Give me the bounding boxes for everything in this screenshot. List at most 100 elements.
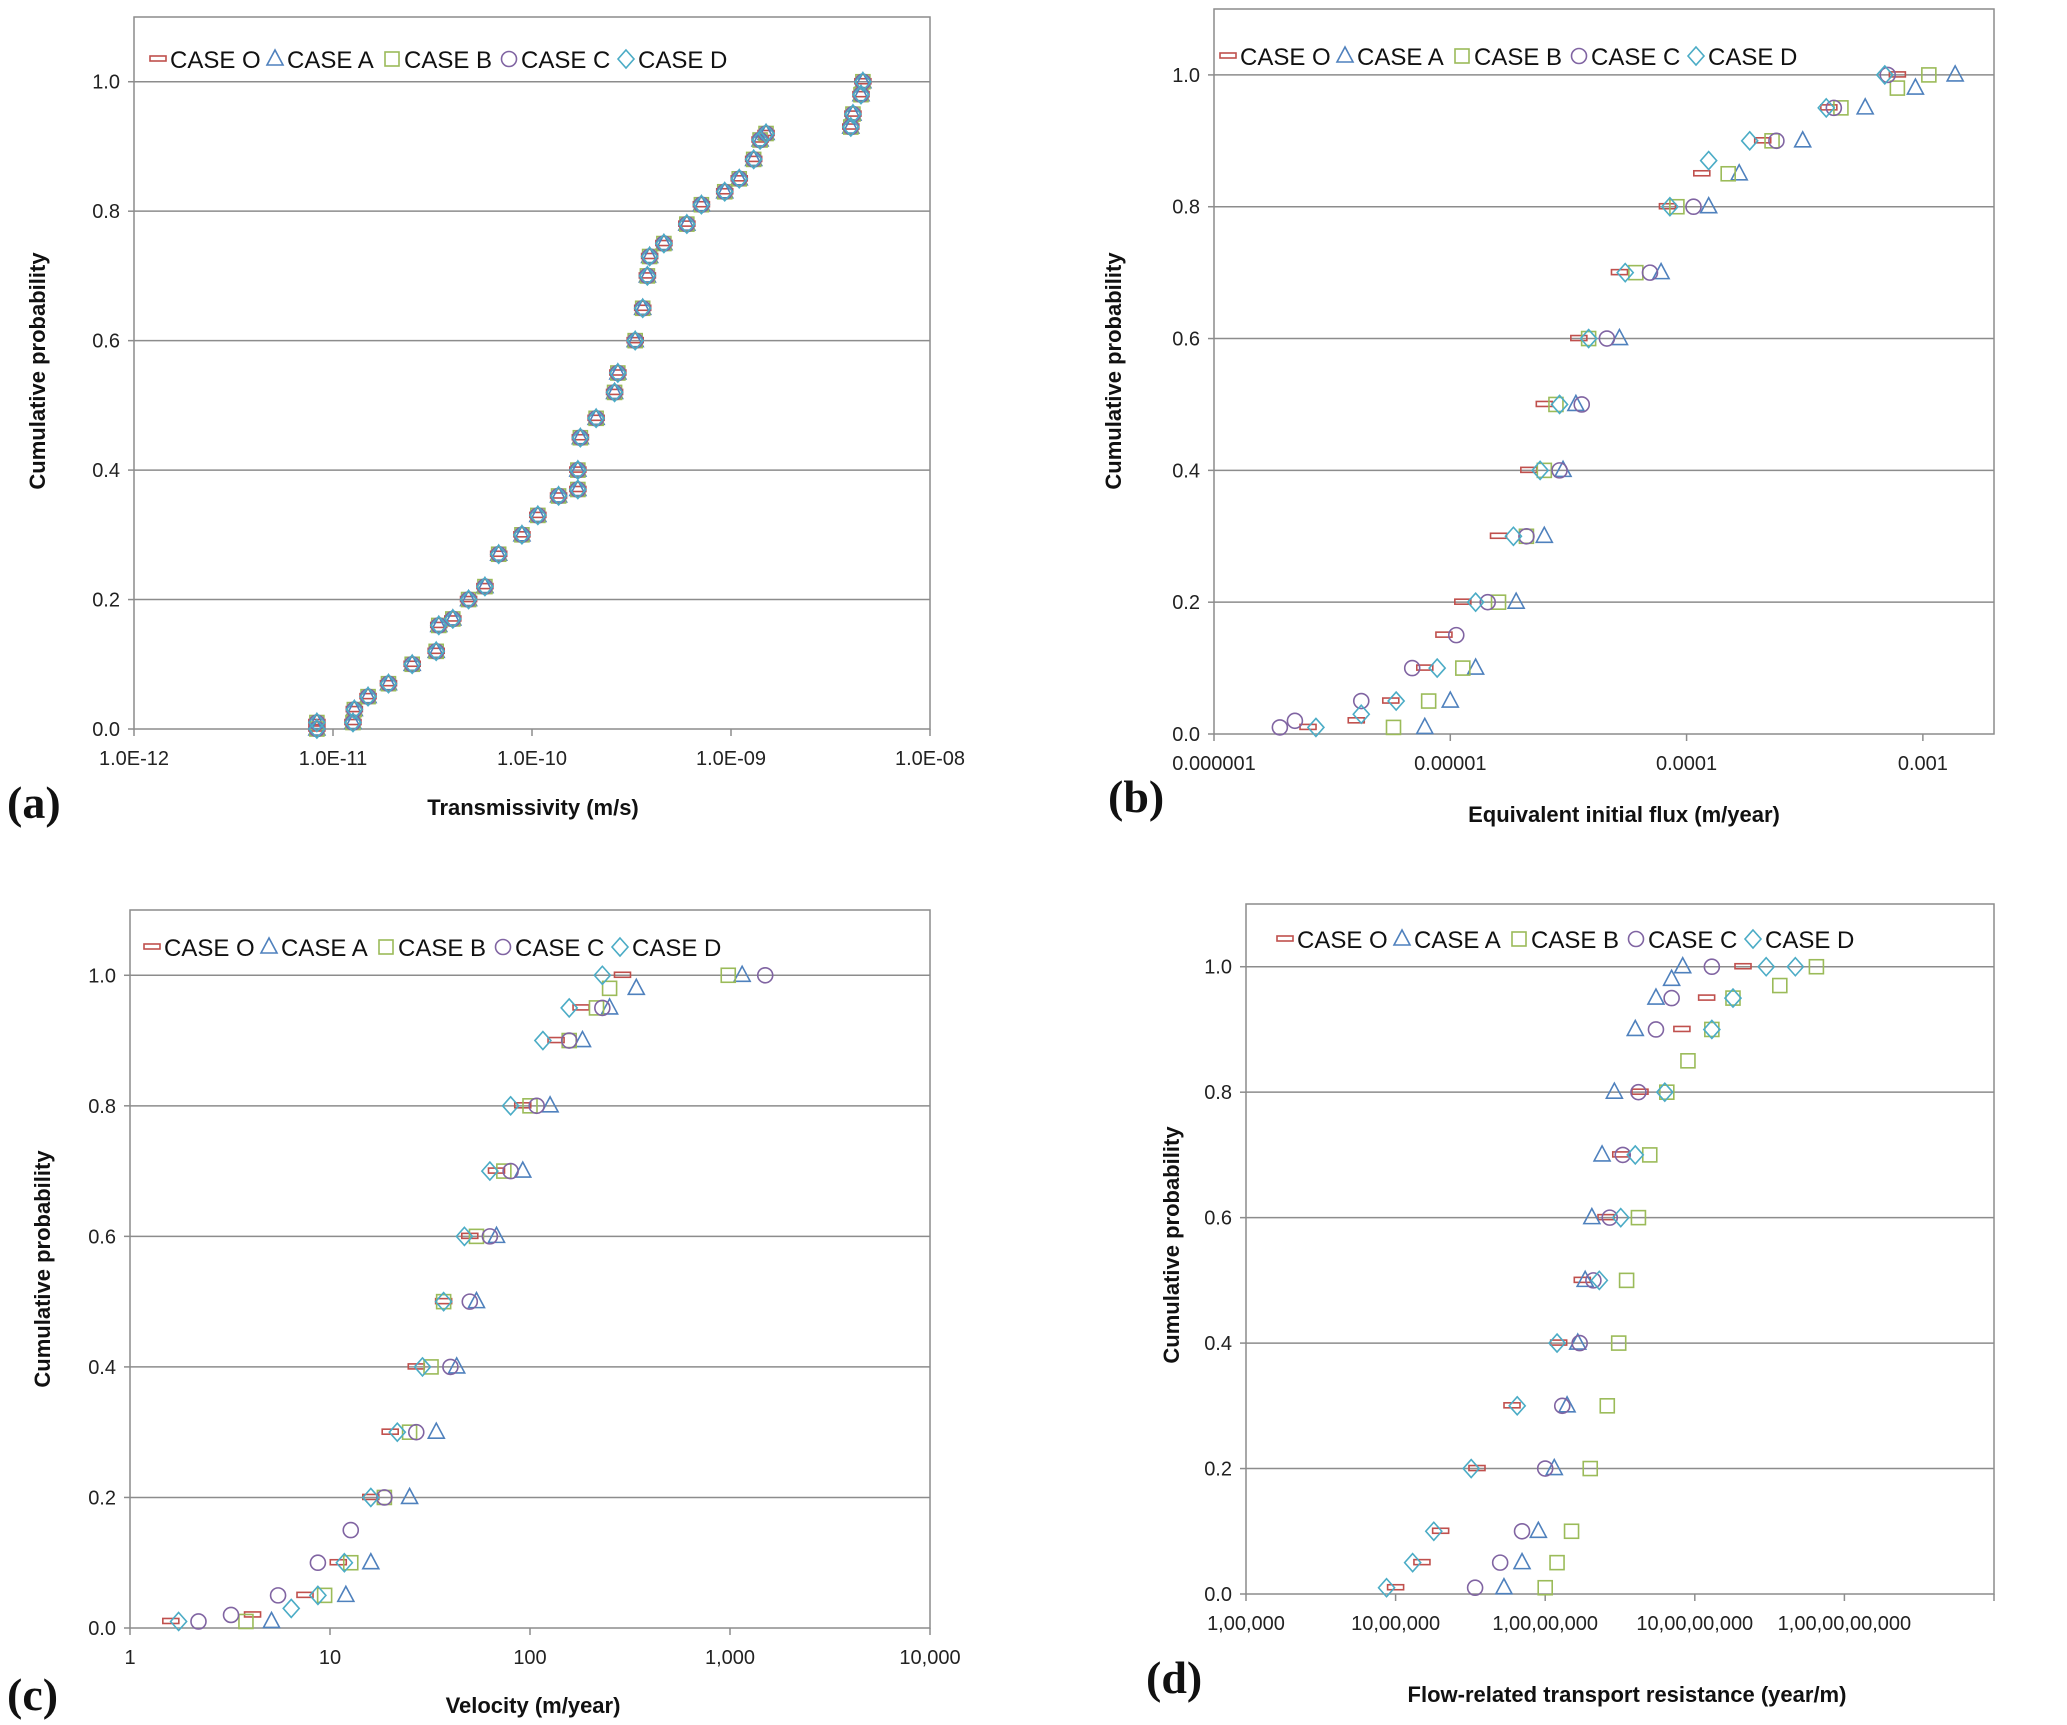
- data-point: [528, 505, 547, 526]
- data-point: [605, 382, 624, 403]
- data-point: [594, 999, 611, 1017]
- series-case-b: [1385, 67, 1937, 736]
- legend-label: CASE B: [1474, 44, 1562, 71]
- data-point: [640, 246, 659, 267]
- x-tick-label: 100: [513, 1647, 546, 1669]
- data-point: [1547, 1332, 1567, 1354]
- data-point: [1479, 593, 1497, 611]
- data-point: [1271, 719, 1289, 736]
- data-point: [568, 459, 587, 481]
- data-point: [401, 1424, 418, 1440]
- data-point: [1610, 327, 1629, 346]
- data-point: [442, 1358, 459, 1376]
- data-point: [586, 407, 606, 426]
- chart-panel-2: 0.0 0.2 0.4 0.6 0.8 1.0 1 10 100 1,000 10,000 CASE …: [7, 909, 961, 1720]
- data-point: [426, 1421, 446, 1439]
- x-tick-label: 1.0E-09: [696, 748, 766, 770]
- data-point: [626, 330, 645, 351]
- data-point: [447, 1356, 467, 1374]
- legend-marker-diamond-icon: [610, 936, 630, 958]
- data-point: [732, 964, 752, 983]
- x-tick-label: 0.001: [1898, 753, 1948, 775]
- data-point: [455, 1226, 474, 1247]
- data-point: [1420, 693, 1437, 709]
- data-point: [1352, 692, 1370, 710]
- data-point: [475, 575, 495, 594]
- data-point: [522, 1098, 538, 1114]
- y-tick-label: 0.0: [1172, 724, 1200, 746]
- data-point: [1415, 716, 1435, 735]
- data-point: [1757, 956, 1776, 977]
- data-point: [1808, 958, 1825, 975]
- data-point: [1440, 690, 1460, 708]
- legend-marker-circle-icon: [1570, 47, 1588, 65]
- series-case-d: [169, 965, 612, 1632]
- legend-label: CASE D: [1765, 927, 1854, 954]
- data-point: [600, 997, 619, 1015]
- data-point: [489, 543, 509, 562]
- data-point: [435, 1293, 452, 1310]
- data-point: [1424, 1521, 1443, 1542]
- data-point: [358, 686, 378, 707]
- data-point: [1466, 591, 1485, 613]
- legend-label: CASE A: [1357, 44, 1444, 71]
- y-tick-label: 0.8: [92, 201, 120, 223]
- data-point: [1571, 1334, 1588, 1352]
- series-case-b: [309, 73, 871, 737]
- data-point: [1582, 1460, 1599, 1477]
- data-point: [573, 1029, 592, 1048]
- data-point: [475, 576, 494, 597]
- data-point: [560, 1032, 578, 1049]
- data-point: [1529, 1520, 1548, 1539]
- data-point: [1889, 80, 1906, 96]
- y-axis-title: Cumulative probability: [1101, 252, 1126, 490]
- data-point: [1662, 968, 1681, 987]
- data-point: [1518, 527, 1535, 545]
- legend-label: CASE D: [632, 935, 721, 962]
- plot-area: [133, 16, 931, 730]
- data-point: [480, 1160, 499, 1182]
- data-point: [336, 1584, 356, 1603]
- data-point: [502, 1162, 519, 1180]
- x-tick-label: 1,00,00,00,000: [1778, 1613, 1911, 1635]
- legend-label: CASE A: [281, 935, 368, 962]
- x-tick-label: 1,00,00,000: [1492, 1613, 1598, 1635]
- legend-marker-circle-icon: [1627, 930, 1645, 948]
- data-point: [400, 1486, 419, 1505]
- data-point: [309, 1554, 327, 1572]
- data-point: [608, 362, 627, 384]
- data-point: [388, 1421, 407, 1443]
- data-point: [750, 129, 770, 147]
- y-tick-label: 1.0: [1172, 65, 1200, 87]
- y-tick-label: 0.6: [88, 1226, 116, 1248]
- data-point: [361, 1552, 381, 1570]
- data-point: [269, 1587, 287, 1604]
- data-point: [407, 1423, 425, 1441]
- data-point: [1641, 264, 1659, 281]
- data-point: [1702, 1019, 1721, 1040]
- data-point: [1403, 659, 1421, 677]
- data-point: [1720, 165, 1736, 182]
- data-point: [1563, 1523, 1580, 1540]
- legend-marker-dash-icon: [1276, 935, 1294, 942]
- legend-marker-diamond-icon: [1743, 928, 1763, 950]
- data-point: [1455, 660, 1471, 676]
- data-point: [1462, 1458, 1481, 1479]
- y-tick-label: 1.0: [88, 965, 116, 987]
- data-point: [1466, 657, 1485, 675]
- data-point: [1921, 67, 1937, 83]
- x-tick-label: 0.000001: [1172, 753, 1255, 775]
- data-point: [1536, 1460, 1554, 1477]
- data-point: [487, 1225, 506, 1244]
- series-case-b: [238, 967, 737, 1630]
- data-point: [501, 1095, 520, 1117]
- y-tick-label: 0.8: [1204, 1082, 1232, 1104]
- data-point: [1601, 1209, 1619, 1226]
- data-point: [1855, 97, 1875, 115]
- legend-marker-triangle-icon: [1335, 45, 1355, 63]
- y-tick-label: 0.0: [92, 719, 120, 741]
- chart-panel-3: 0.0 0.2 0.4 0.6 0.8 1.0 1,00,000 10,00,000 1,00,…: [1146, 903, 1995, 1707]
- data-point: [1386, 1583, 1405, 1591]
- data-point: [1566, 393, 1586, 412]
- data-point: [1491, 1554, 1509, 1571]
